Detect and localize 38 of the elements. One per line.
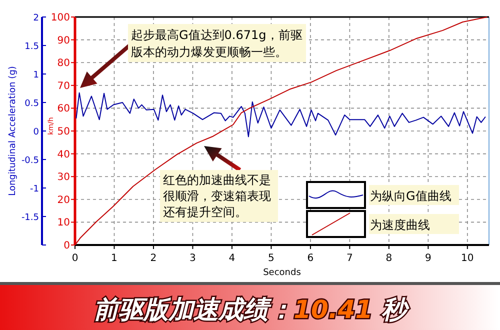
y-tick-label: -1	[30, 184, 39, 194]
legend-label: 为速度曲线	[370, 218, 430, 232]
y2-tick-label: 90	[57, 35, 70, 46]
y-tick-label: -1.5	[21, 213, 39, 223]
x-tick-label: 0	[72, 253, 78, 264]
y2-tick-label: 30	[57, 172, 70, 184]
y-tick-label: 2	[33, 14, 39, 24]
y2-tick-label: 40	[57, 149, 70, 160]
y2-tick-label: 20	[57, 194, 70, 206]
annotation: 红色的加速曲线不是很顺滑，变速箱表现还有提升空间。	[163, 173, 271, 219]
y2-tick-label: 10	[57, 218, 70, 229]
y2-tick-label: 50	[57, 126, 70, 138]
x-tick-label: 4	[228, 253, 236, 264]
y-axis-title: Longitudinal Acceleration (g)	[8, 66, 18, 196]
legend-label: 为纵向G值曲线	[370, 189, 452, 203]
x-tick-label: 7	[346, 253, 353, 264]
x-axis-title: Seconds	[263, 268, 302, 278]
text: 前驱版加速成绩：10.41 秒	[94, 295, 410, 324]
x-tick-label: 10	[461, 253, 474, 264]
y-tick-label: -0.5	[21, 156, 39, 166]
x-tick-label: 5	[268, 253, 274, 264]
y-tick-label: 0.5	[24, 99, 39, 109]
y-tick-label: 0	[33, 128, 40, 138]
y-tick-label: 1	[33, 70, 39, 80]
x-tick-label: 1	[111, 253, 118, 264]
x-tick-label: 8	[386, 253, 392, 264]
x-tick-label: 2	[150, 253, 157, 264]
y2-tick-label: 100	[50, 12, 70, 24]
x-tick-label: 9	[424, 253, 432, 264]
x-tick-label: 6	[307, 253, 314, 264]
y-tick-label: 1.5	[24, 42, 39, 52]
y2-tick-label: 80	[57, 58, 70, 70]
y2-tick-label: 0	[64, 240, 70, 252]
x-tick-label: 3	[190, 253, 196, 264]
y2-tick-label: 60	[57, 104, 70, 115]
line-series	[76, 92, 486, 138]
line-series	[74, 16, 488, 246]
y2-tick-label: 70	[57, 80, 70, 92]
